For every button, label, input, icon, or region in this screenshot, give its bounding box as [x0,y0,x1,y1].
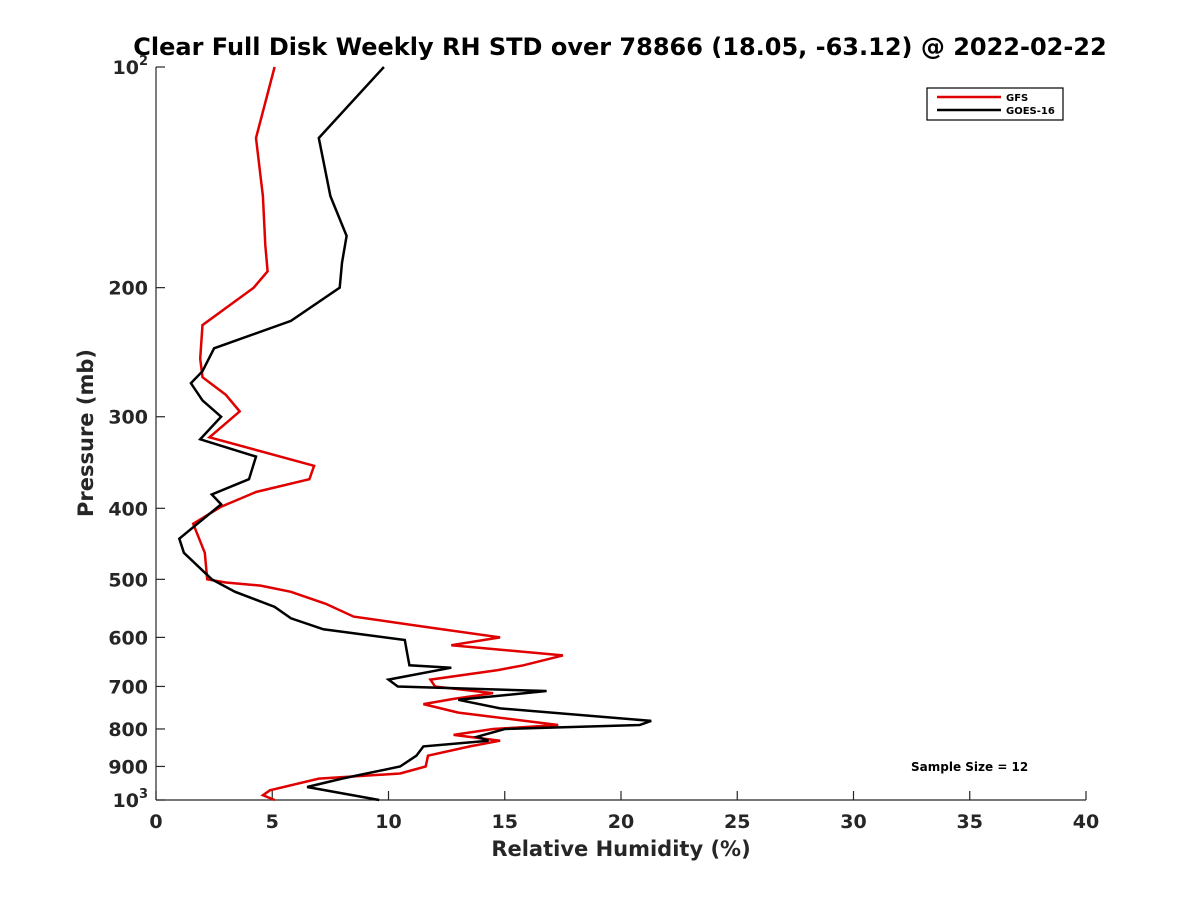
x-tick-label: 20 [608,811,634,833]
plot-area: 0 5 10 15 20 25 30 35 40 102 200 300 400 500 600 700 80… [108,54,1099,833]
sample-size-annotation: Sample Size = 12 [911,760,1028,774]
legend-label-gfs: GFS [1006,93,1028,104]
y-tick-label: 103 [113,787,149,812]
x-axis-label: Relative Humidity (%) [491,837,750,861]
chart-title: Clear Full Disk Weekly RH STD over 78866… [133,33,1106,61]
y-tick-label: 600 [108,627,148,649]
y-tick-label: 800 [108,719,148,741]
series-line-gfs [191,66,564,802]
x-tick-label: 25 [724,811,750,833]
x-tick-label: 35 [957,811,983,833]
y-tick-label: 700 [108,676,148,698]
x-tick-label: 15 [492,811,518,833]
legend: GFS GOES-16 [926,87,1064,121]
legend-box [926,87,1064,121]
y-tick-label: 500 [108,569,148,591]
x-tick-label: 0 [149,811,162,833]
y-tick-label: 900 [108,756,148,778]
x-tick-label: 10 [375,811,401,833]
x-tick-label: 5 [266,811,279,833]
y-tick-label: 300 [108,407,148,429]
x-ticks: 0 5 10 15 20 25 30 35 40 [149,791,1099,833]
y-tick-label: 102 [113,54,149,79]
legend-label-goes-16: GOES-16 [1006,106,1055,117]
x-tick-label: 30 [840,811,866,833]
y-tick-label: 400 [108,498,148,520]
series-line-goes-16 [177,66,652,802]
series-lines [177,66,652,802]
y-ticks: 102 200 300 400 500 600 700 800 900 103 [108,54,165,812]
y-axis-label: Pressure (mb) [74,349,98,517]
y-tick-label: 200 [108,278,148,300]
x-tick-label: 40 [1073,811,1099,833]
